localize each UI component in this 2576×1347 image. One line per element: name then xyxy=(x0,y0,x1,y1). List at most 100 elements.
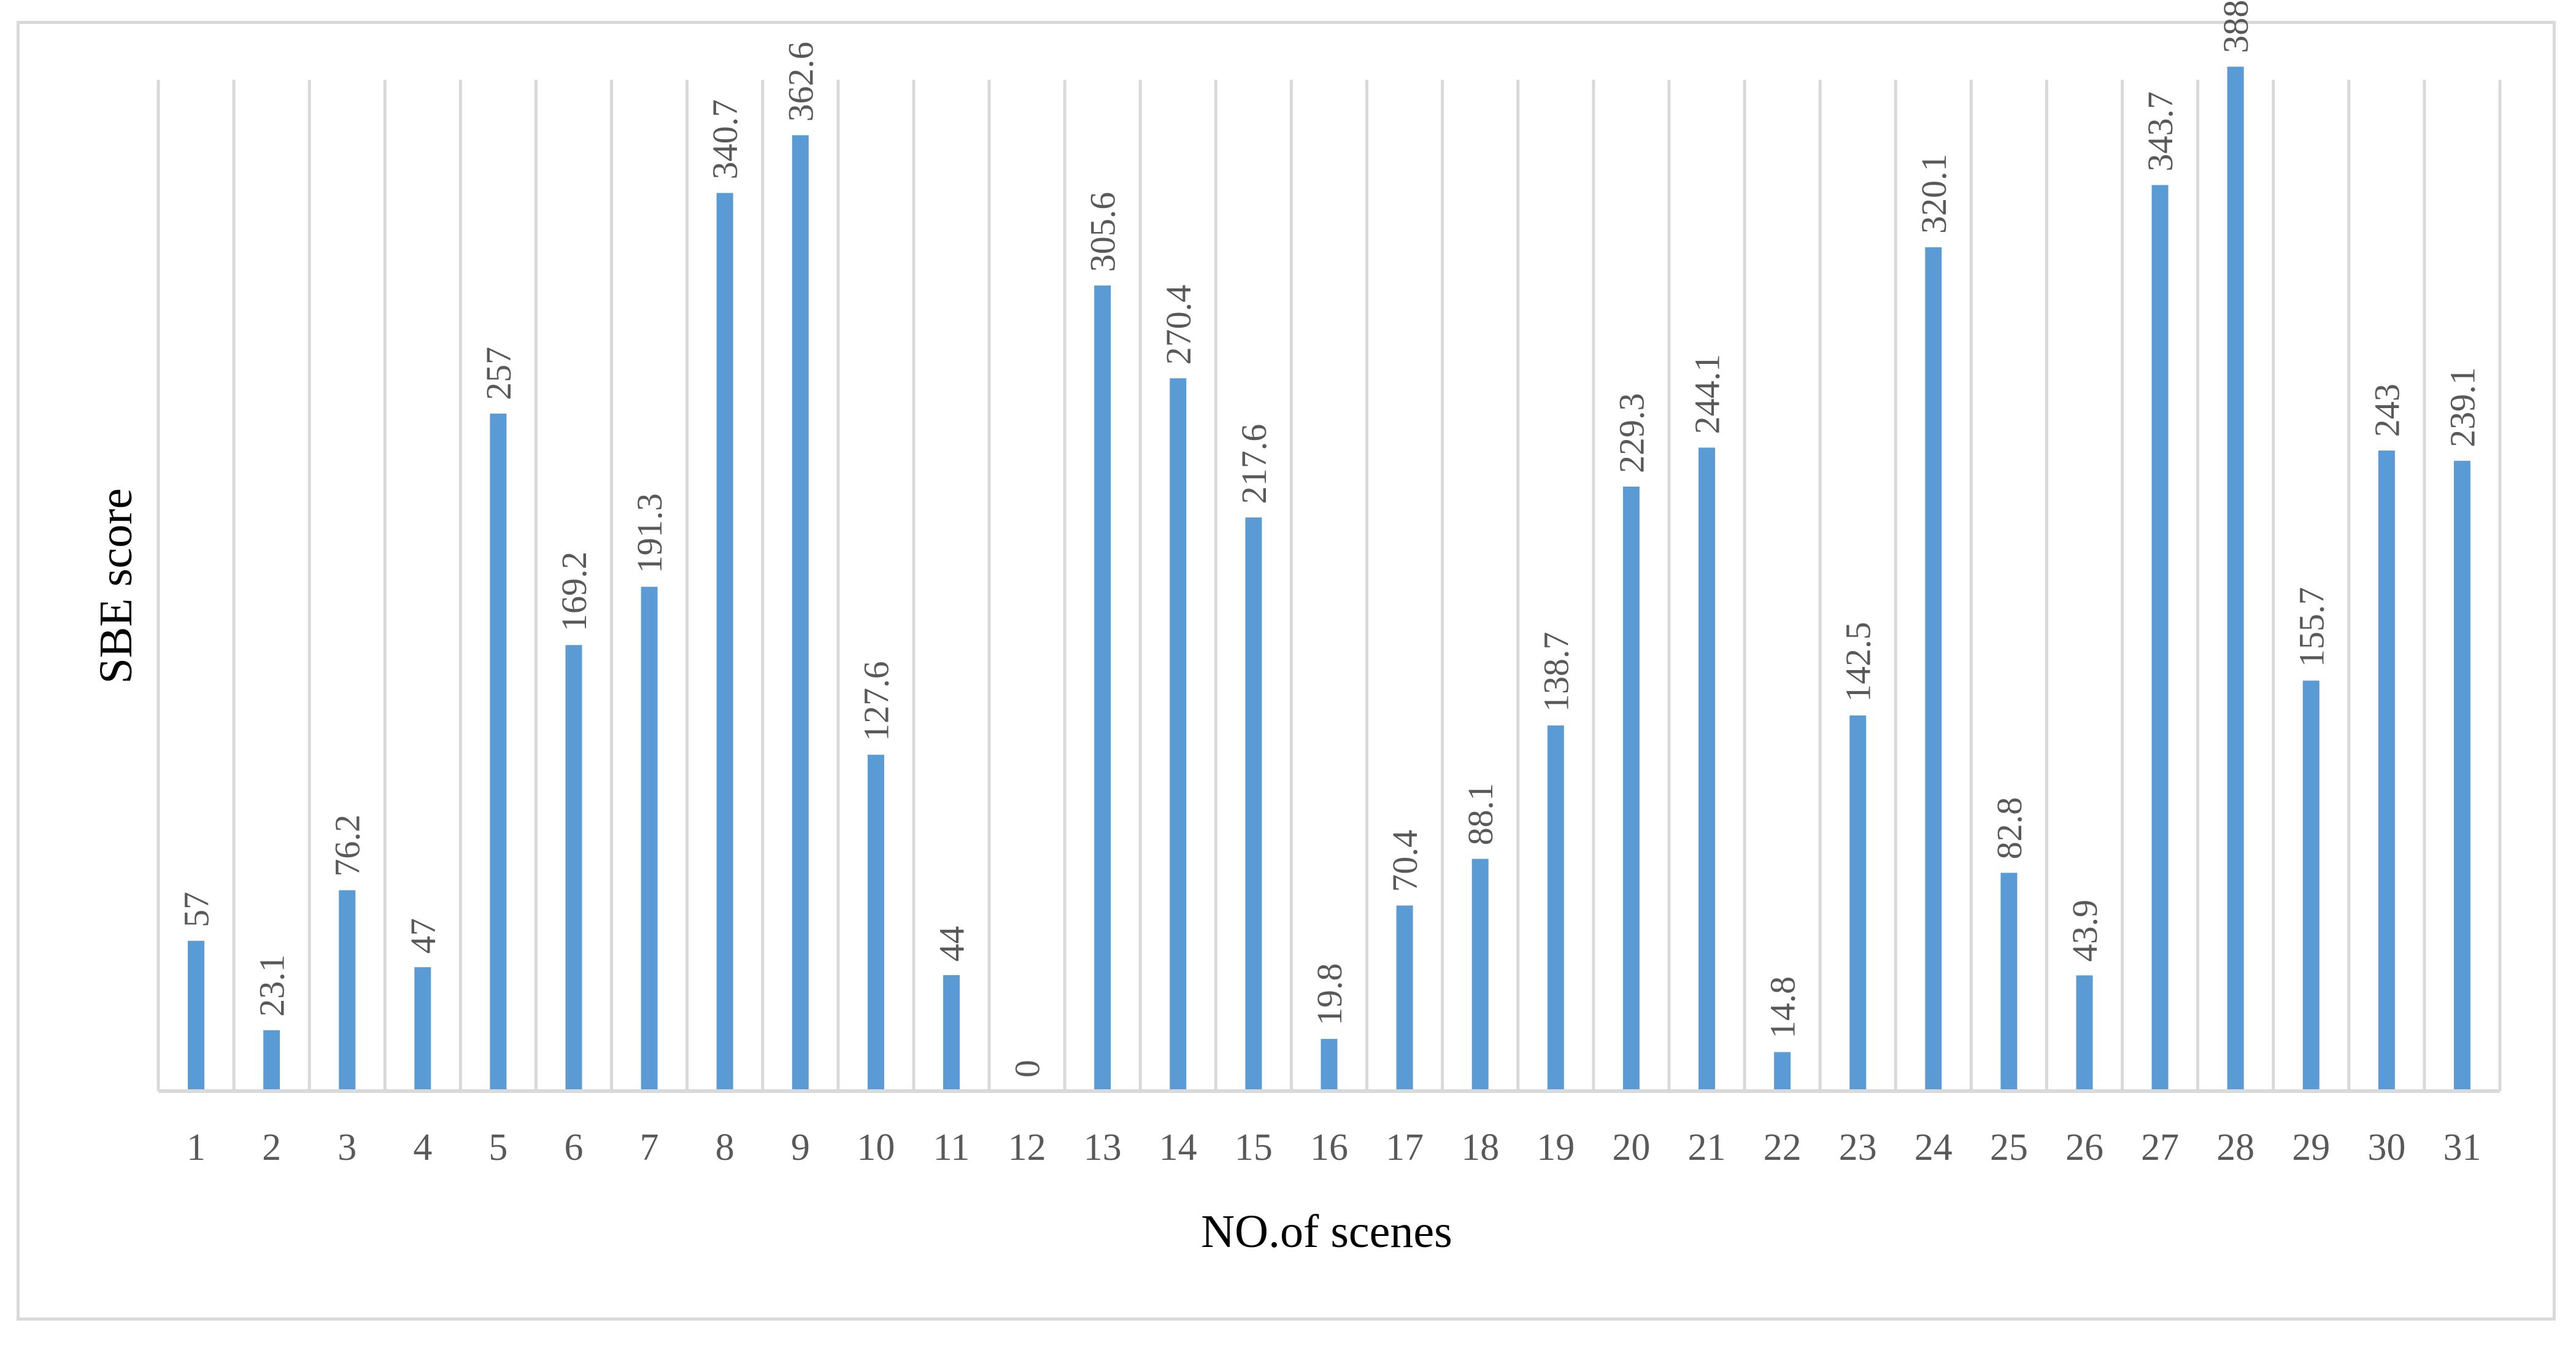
x-tick-label: 5 xyxy=(488,1127,507,1168)
bar xyxy=(2151,185,2169,1092)
x-tick-label: 12 xyxy=(1008,1127,1046,1168)
data-label: 47 xyxy=(403,918,443,954)
data-label: 244.1 xyxy=(1687,354,1727,434)
bar xyxy=(339,890,356,1091)
x-tick-label: 21 xyxy=(1687,1127,1726,1168)
bar xyxy=(2227,66,2244,1091)
bar xyxy=(867,754,884,1091)
data-label: 142.5 xyxy=(1838,622,1878,702)
data-label: 243 xyxy=(2367,384,2407,437)
bar xyxy=(641,587,658,1091)
x-tick-label: 31 xyxy=(2443,1127,2481,1168)
x-tick-label: 23 xyxy=(1839,1127,1877,1168)
x-tick-label: 15 xyxy=(1235,1127,1273,1168)
bar xyxy=(1245,517,1262,1091)
x-tick-labels: 1 2 3 4 5 6 7 8 9 10 11 12 13 14 15 16 17 18 19 20 21 22 23 24 2… xyxy=(187,1127,2481,1168)
x-tick-label: 13 xyxy=(1084,1127,1122,1168)
bar xyxy=(2000,873,2018,1091)
bar xyxy=(2076,975,2093,1091)
bar xyxy=(188,941,205,1091)
data-label: 320.1 xyxy=(1914,153,1954,234)
x-tick-label: 29 xyxy=(2292,1127,2330,1168)
data-label: 138.7 xyxy=(1536,632,1576,712)
x-tick-label: 28 xyxy=(2216,1127,2254,1168)
bar xyxy=(2378,450,2395,1092)
y-axis-title: SBE score xyxy=(90,488,142,684)
bar xyxy=(1321,1038,1338,1091)
x-tick-label: 14 xyxy=(1159,1127,1197,1168)
bar xyxy=(1547,725,1564,1091)
x-tick-label: 22 xyxy=(1764,1127,1802,1168)
bar xyxy=(2453,460,2470,1091)
data-label: 43.9 xyxy=(2065,900,2105,962)
bar xyxy=(263,1030,280,1091)
data-label: 57 xyxy=(177,892,217,927)
bar xyxy=(1170,378,1187,1091)
bars xyxy=(188,66,2470,1092)
x-tick-label: 20 xyxy=(1612,1127,1650,1168)
x-axis-title: NO.of scenes xyxy=(1201,1206,1452,1257)
data-label: 257 xyxy=(479,347,519,400)
bar xyxy=(2302,681,2320,1091)
data-label: 44 xyxy=(932,926,972,962)
data-label: 305.6 xyxy=(1083,192,1123,272)
bar xyxy=(414,967,431,1091)
x-tick-label: 3 xyxy=(337,1127,357,1168)
x-tick-label: 8 xyxy=(715,1127,735,1168)
bar xyxy=(792,135,809,1092)
data-label: 191.3 xyxy=(630,493,669,574)
bar xyxy=(1094,285,1111,1091)
bar xyxy=(565,645,582,1091)
data-label: 88.1 xyxy=(1460,783,1500,846)
x-tick-label: 19 xyxy=(1537,1127,1575,1168)
data-label: 229.3 xyxy=(1611,393,1651,473)
data-label: 217.6 xyxy=(1234,424,1274,504)
bar xyxy=(1396,905,1413,1091)
x-tick-label: 1 xyxy=(187,1127,206,1168)
data-label: 340.7 xyxy=(705,99,745,180)
bar xyxy=(1925,247,1942,1091)
bar xyxy=(1471,859,1489,1091)
bar xyxy=(1698,447,1715,1092)
x-tick-label: 26 xyxy=(2065,1127,2104,1168)
data-label: 155.7 xyxy=(2291,587,2331,668)
x-tick-label: 7 xyxy=(640,1127,659,1168)
data-label: 70.4 xyxy=(1385,830,1425,892)
bar xyxy=(943,975,960,1091)
x-tick-label: 27 xyxy=(2141,1127,2179,1168)
data-label: 0 xyxy=(1008,1060,1047,1078)
data-label: 19.8 xyxy=(1309,963,1349,1025)
data-label: 343.7 xyxy=(2140,91,2180,172)
x-tick-label: 11 xyxy=(933,1127,970,1168)
data-labels: 57 23.1 76.2 47 257 169.2 191.3 340.7 362.6 127.6… xyxy=(177,0,2483,1078)
data-label: 169.2 xyxy=(554,552,594,631)
x-tick-label: 25 xyxy=(1990,1127,2028,1168)
x-tick-label: 17 xyxy=(1386,1127,1424,1168)
x-tick-label: 2 xyxy=(262,1127,281,1168)
data-label: 127.6 xyxy=(856,661,896,741)
data-label: 270.4 xyxy=(1159,285,1198,365)
chart-frame xyxy=(17,21,2556,1321)
bar xyxy=(1774,1052,1791,1091)
x-tick-label: 10 xyxy=(857,1127,895,1168)
data-label: 362.6 xyxy=(781,42,820,122)
bar xyxy=(490,413,507,1092)
data-label: 14.8 xyxy=(1763,976,1803,1039)
x-tick-label: 18 xyxy=(1461,1127,1499,1168)
data-label: 23.1 xyxy=(252,954,292,1017)
data-label: 239.1 xyxy=(2442,367,2482,447)
x-tick-label: 4 xyxy=(413,1127,432,1168)
gridlines xyxy=(156,80,2502,1091)
bar xyxy=(716,193,733,1091)
x-tick-label: 16 xyxy=(1310,1127,1348,1168)
data-label: 82.8 xyxy=(1989,797,2029,860)
x-tick-label: 30 xyxy=(2367,1127,2405,1168)
data-label: 76.2 xyxy=(328,814,368,877)
data-label: 388.6 xyxy=(2216,0,2256,53)
bar xyxy=(1622,486,1640,1091)
bar xyxy=(1849,715,1867,1091)
x-tick-label: 24 xyxy=(1915,1127,1953,1168)
x-tick-label: 6 xyxy=(565,1127,584,1168)
x-tick-label: 9 xyxy=(791,1127,810,1168)
